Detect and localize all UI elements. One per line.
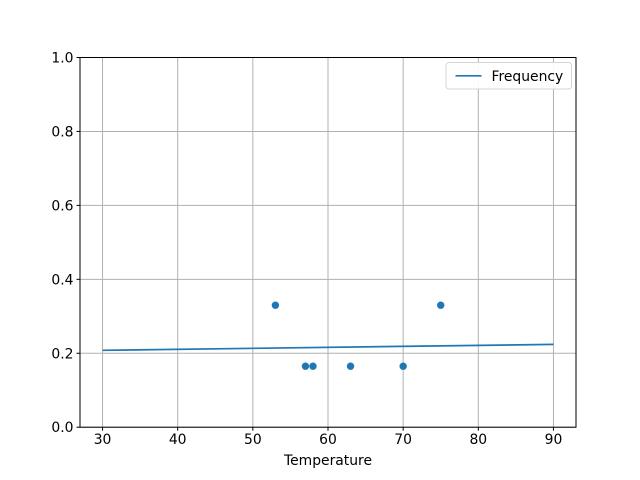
y-tick-label: 0.2 [51,346,73,362]
x-axis-label: Temperature [283,453,372,469]
y-tick-label: 0.4 [51,272,73,288]
x-tick-label: 50 [244,432,262,448]
x-tick-label: 70 [394,432,412,448]
data-point [309,362,317,370]
y-tick-label: 0.6 [51,198,73,214]
data-point [399,362,407,370]
x-tick-label: 30 [94,432,112,448]
data-point [301,362,310,370]
y-tick-label: 0.0 [51,420,73,436]
data-line [102,343,554,352]
legend-label: Frequency [492,69,564,85]
data-point [437,301,445,309]
data-point [346,362,355,370]
scatter-series [271,301,445,370]
x-tick-label: 60 [319,432,337,448]
x-tick-label: 90 [545,432,563,448]
legend-box [445,62,572,90]
y-tick-label: 0.8 [51,124,73,140]
y-tick-label: 1.0 [51,51,73,67]
x-tick-label: 40 [169,432,187,448]
data-point [271,301,280,309]
tick-marks [76,57,554,431]
x-tick-label: 80 [469,432,487,448]
legend: Frequency [445,62,572,90]
